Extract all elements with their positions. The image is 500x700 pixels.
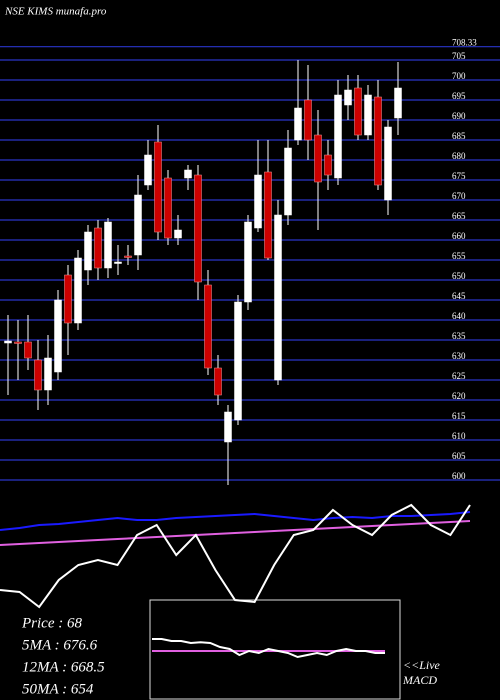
y-tick-label: 670 <box>452 191 466 201</box>
candle-body <box>44 357 52 391</box>
stat: 5MA : 676.6 <box>22 637 98 653</box>
candle-body <box>324 154 332 176</box>
candle-body <box>204 284 212 369</box>
macd-label: <<Live <box>403 658 441 672</box>
candle-body <box>314 134 322 183</box>
candle-body <box>164 177 172 239</box>
candle-body <box>224 411 232 443</box>
candle-body <box>254 174 262 229</box>
stat: 12MA : 668.5 <box>22 659 105 675</box>
candle-body <box>184 169 192 179</box>
y-tick-label: 665 <box>452 211 466 221</box>
y-tick-label: 705 <box>452 51 466 61</box>
candle-body <box>174 229 182 239</box>
y-tick-label: 660 <box>452 231 466 241</box>
y-tick-label: 675 <box>452 171 466 181</box>
candle-body <box>384 126 392 201</box>
y-tick-label: 600 <box>452 471 466 481</box>
candle-body <box>144 154 152 186</box>
y-tick-label: 605 <box>452 451 466 461</box>
y-tick-label: 695 <box>452 91 466 101</box>
candle-body <box>134 194 142 256</box>
candle-body <box>114 261 122 264</box>
candle-body <box>394 87 402 119</box>
y-tick-label: 655 <box>452 251 466 261</box>
candle-body <box>364 94 372 136</box>
candle-body <box>294 107 302 141</box>
candle-body <box>14 341 22 344</box>
candle-body <box>304 99 312 141</box>
macd-frame <box>149 599 401 700</box>
y-tick-label: 708.33 <box>452 38 477 48</box>
candle-body <box>284 147 292 216</box>
macd-label: MACD <box>402 673 437 687</box>
stat: 50MA : 654 <box>22 681 94 697</box>
candle-body <box>154 141 162 233</box>
candle-body <box>104 221 112 269</box>
y-tick-label: 625 <box>452 371 466 381</box>
candle-body <box>84 231 92 271</box>
candle-body <box>194 174 202 283</box>
indicator-line <box>152 638 385 659</box>
candle-body <box>24 341 32 359</box>
candle-body <box>344 89 352 106</box>
stat: Price : 68 <box>21 615 82 631</box>
candle-body <box>54 299 62 373</box>
candle-body <box>214 367 222 396</box>
candle-body <box>354 87 362 136</box>
candle-body <box>94 227 102 269</box>
candle-body <box>74 257 82 324</box>
candle-body <box>244 221 252 303</box>
candle-body <box>234 301 242 421</box>
chart-title: NSE KIMS munafa.pro <box>4 6 107 18</box>
y-tick-label: 645 <box>452 291 466 301</box>
y-tick-label: 640 <box>452 311 466 321</box>
candle-body <box>64 274 72 324</box>
y-tick-label: 630 <box>452 351 466 361</box>
candle-body <box>34 359 42 391</box>
candle-body <box>274 214 282 381</box>
y-tick-label: 635 <box>452 331 466 341</box>
candle-body <box>4 340 12 344</box>
y-tick-label: 680 <box>452 151 466 161</box>
indicator-line <box>0 520 471 546</box>
candle-body <box>124 255 132 258</box>
y-tick-label: 610 <box>452 431 466 441</box>
indicator-line <box>0 503 471 609</box>
candle-body <box>374 96 382 186</box>
y-tick-label: 690 <box>452 111 466 121</box>
y-tick-label: 650 <box>452 271 466 281</box>
candle-body <box>334 94 342 179</box>
y-tick-label: 700 <box>452 71 466 81</box>
y-tick-label: 620 <box>452 391 466 401</box>
y-tick-label: 685 <box>452 131 466 141</box>
y-tick-label: 615 <box>452 411 466 421</box>
candle-body <box>264 171 272 259</box>
